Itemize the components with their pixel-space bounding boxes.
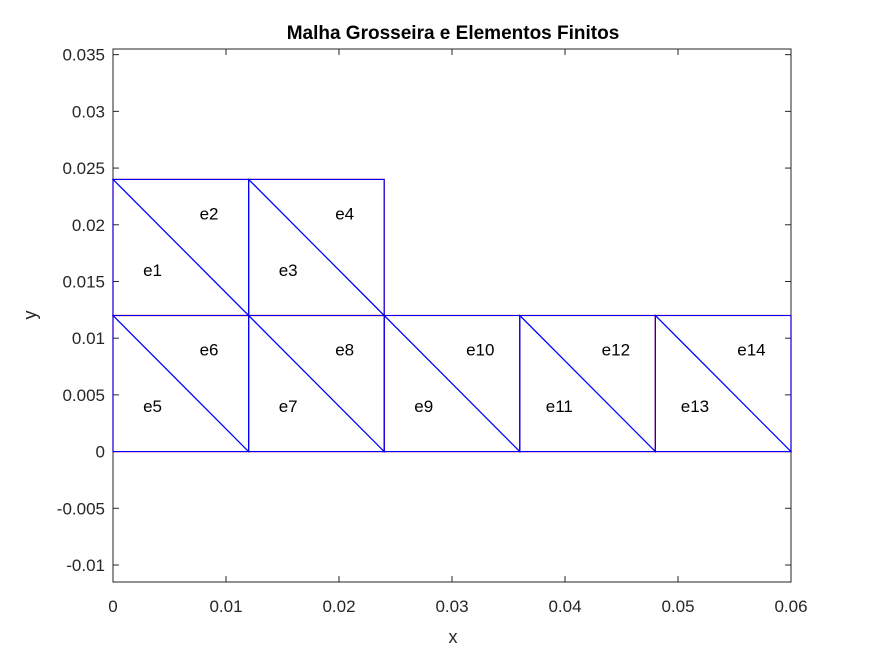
y-tick-label: -0.005 xyxy=(57,499,105,518)
element-label-e11: e11 xyxy=(546,397,573,416)
element-label-e8: e8 xyxy=(335,341,354,360)
x-tick-label: 0.02 xyxy=(322,597,355,616)
x-tick-label: 0.03 xyxy=(435,597,468,616)
x-axis-label: x xyxy=(449,627,458,647)
element-label-e13: e13 xyxy=(681,397,709,416)
element-label-e12: e12 xyxy=(602,341,630,360)
y-tick-label: -0.01 xyxy=(66,556,105,575)
y-tick-label: 0.035 xyxy=(62,46,105,65)
y-axis-label: y xyxy=(20,311,40,320)
element-label-e10: e10 xyxy=(466,341,494,360)
x-tick-label: 0.05 xyxy=(661,597,694,616)
element-label-e3: e3 xyxy=(279,261,298,280)
element-label-e2: e2 xyxy=(200,204,219,223)
y-tick-label: 0 xyxy=(96,443,105,462)
plot-area: 0 0.01 0.02 0.03 0.04 0.05 0.06 -0.01 -0.005 0 0.0… xyxy=(57,46,808,616)
element-label-e1: e1 xyxy=(143,261,162,280)
chart-title: Malha Grosseira e Elementos Finitos xyxy=(287,23,620,44)
y-tick-label: 0.02 xyxy=(72,216,105,235)
y-tick-label: 0.015 xyxy=(62,272,105,291)
element-label-e7: e7 xyxy=(279,397,298,416)
element-label-e9: e9 xyxy=(414,397,433,416)
element-label-e5: e5 xyxy=(143,397,162,416)
x-tick-label: 0.04 xyxy=(548,597,581,616)
element-label-e14: e14 xyxy=(737,341,765,360)
y-tick-label: 0.005 xyxy=(62,386,105,405)
element-label-e4: e4 xyxy=(335,204,354,223)
y-tick-label: 0.01 xyxy=(72,329,105,348)
y-tick-label: 0.03 xyxy=(72,102,105,121)
y-tick-label: 0.025 xyxy=(62,159,105,178)
x-tick-label: 0 xyxy=(108,597,117,616)
element-label-e6: e6 xyxy=(200,341,219,360)
element-e14 xyxy=(654,314,792,453)
x-tick-label: 0.06 xyxy=(774,597,807,616)
x-tick-label: 0.01 xyxy=(209,597,242,616)
element-e4 xyxy=(247,178,385,317)
